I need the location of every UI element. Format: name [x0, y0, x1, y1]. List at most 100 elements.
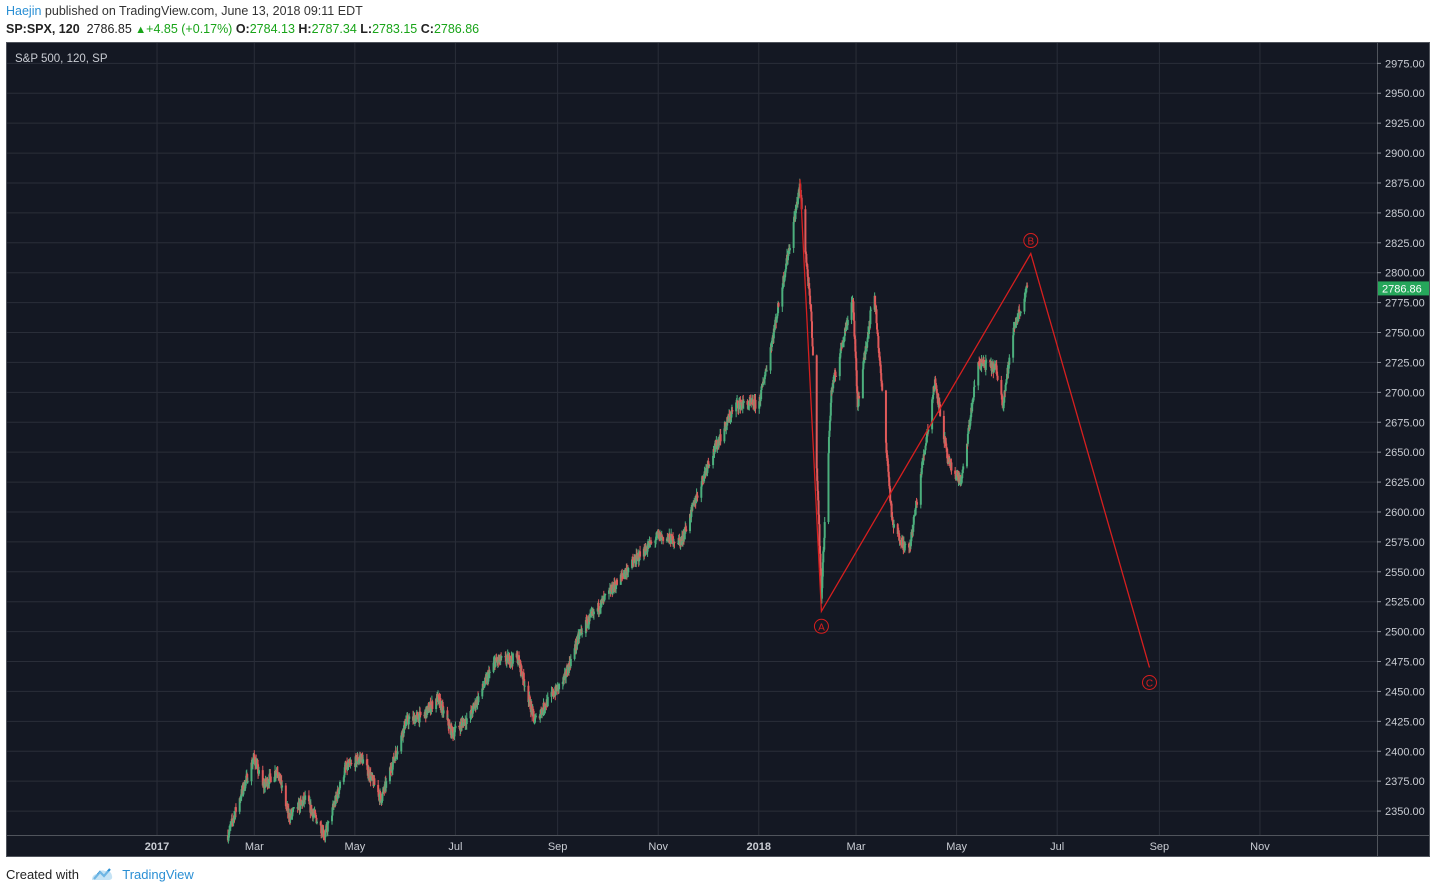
candle-body	[685, 529, 688, 532]
price-tick-label: 2650.00	[1385, 447, 1425, 459]
wave-pattern-line	[799, 179, 1151, 668]
candle-body	[662, 537, 665, 541]
author-link[interactable]: Haejin	[6, 4, 42, 18]
candle-body	[835, 375, 838, 377]
candle-body	[365, 759, 368, 766]
candle-body	[776, 313, 779, 316]
candle-body	[377, 784, 380, 793]
candle-body	[973, 385, 976, 388]
candle-body	[563, 676, 566, 681]
open-value: 2784.13	[249, 22, 295, 36]
price-tick-label: 2350.00	[1385, 806, 1425, 818]
candle-body	[261, 770, 264, 786]
candle-body	[264, 784, 267, 788]
candle-body	[785, 263, 788, 270]
candle-body	[534, 715, 537, 717]
candle-body	[815, 355, 818, 469]
change-value: +4.85 (+0.17%)	[146, 22, 233, 36]
price-tick-label: 2500.00	[1385, 627, 1425, 639]
tradingview-brand-link[interactable]: TradingView	[122, 867, 194, 882]
candle-body	[770, 340, 773, 348]
candle-body	[735, 402, 738, 412]
candle-body	[884, 390, 887, 443]
candle-body	[304, 795, 307, 800]
candle-body	[869, 310, 872, 325]
wave-label-circle	[813, 618, 829, 634]
time-tick-label: Nov	[1250, 841, 1270, 853]
candle-body	[347, 763, 350, 767]
candle-body	[437, 694, 440, 697]
candle-body	[827, 453, 830, 523]
candle-body	[366, 764, 369, 776]
candle-body	[1012, 327, 1015, 336]
candle-body	[542, 702, 545, 711]
candle-body	[945, 443, 948, 449]
candle-body	[1023, 298, 1026, 312]
candle-body	[772, 328, 775, 339]
candle-body	[275, 771, 278, 774]
candle-body	[887, 471, 890, 478]
candle-body	[707, 461, 710, 464]
candle-body	[816, 480, 819, 492]
candle-body	[565, 675, 568, 678]
candle-body	[877, 336, 880, 348]
candle-body	[879, 360, 882, 365]
candle-body	[673, 542, 676, 544]
candle-body	[769, 347, 772, 371]
candle-body	[494, 660, 497, 667]
candle-body	[890, 503, 893, 518]
chart-panel[interactable]: 2975.00 2950.00 2925.00 2900.00 2875.00 2850.…	[6, 42, 1430, 857]
candle-body	[853, 320, 856, 337]
candle-body	[233, 812, 236, 820]
candle-body	[939, 404, 942, 416]
candle-body	[428, 710, 431, 713]
candle-body	[292, 807, 295, 809]
candle-body	[731, 410, 734, 412]
price-tick-label: 2375.00	[1385, 776, 1425, 788]
candle-body	[961, 473, 964, 479]
candle-body	[1019, 311, 1022, 314]
candle-body	[760, 389, 763, 400]
price-chart[interactable]: 2975.00 2950.00 2925.00 2900.00 2875.00 2850.…	[7, 43, 1429, 856]
candle-body	[713, 443, 716, 453]
candle-body	[315, 821, 318, 824]
candle-body	[269, 773, 272, 777]
candle-body	[861, 369, 864, 399]
candle-body	[621, 574, 624, 576]
candle-body	[331, 807, 334, 816]
candle-body	[910, 532, 913, 542]
candle-body	[377, 792, 380, 797]
candle-body	[269, 776, 272, 783]
ohlc-line: SP:SPX, 120 2786.85 ▲+4.85 (+0.17%) O:27…	[6, 22, 479, 36]
candle-body	[806, 269, 809, 277]
candle-body	[736, 400, 739, 403]
candle-body	[876, 332, 879, 337]
candle-body	[268, 774, 271, 785]
candle-body	[817, 500, 820, 515]
candle-body	[527, 685, 530, 703]
candle-body	[234, 807, 237, 812]
candle-body	[250, 762, 253, 782]
candle-body	[281, 785, 284, 788]
candle-body	[823, 522, 826, 538]
candle-body	[395, 750, 398, 754]
candle-body	[838, 356, 841, 377]
candle-body	[832, 379, 835, 389]
candle-body	[1001, 395, 1004, 406]
candle-body	[887, 464, 890, 472]
candle-body	[407, 718, 410, 725]
candle-body	[896, 524, 899, 534]
candle-body	[403, 725, 406, 734]
close-value: 2786.86	[433, 22, 480, 36]
candle-body	[786, 256, 789, 261]
candle-body	[700, 486, 703, 498]
high-label: H:	[298, 22, 312, 36]
close-label: C:	[420, 22, 434, 36]
candle-body	[857, 406, 860, 408]
price-tick-label: 2825.00	[1385, 238, 1425, 250]
candle-body	[251, 761, 254, 764]
candle-body	[885, 442, 888, 453]
price-tick-label: 2425.00	[1385, 716, 1425, 728]
publish-line: Haejin published on TradingView.com, Jun…	[6, 4, 363, 18]
candle-body	[534, 718, 537, 723]
